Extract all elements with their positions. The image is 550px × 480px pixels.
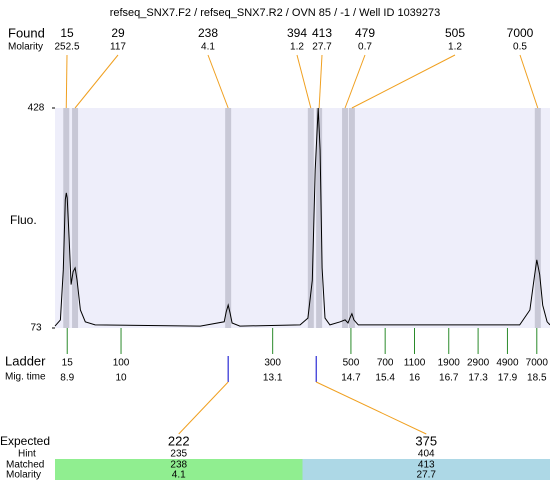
peak-band: [307, 108, 314, 328]
ladder-size: 4900: [496, 358, 519, 369]
hint-size: 235: [170, 449, 187, 460]
ladder-time: 13.1: [263, 373, 283, 384]
peak-band: [63, 108, 70, 328]
expected-connector: [178, 381, 229, 435]
found-molarity: 4.1: [201, 42, 215, 53]
ladder-size: 300: [264, 358, 281, 369]
peak-connector: [344, 54, 366, 109]
peak-band: [72, 108, 79, 328]
found-size: 238: [198, 26, 218, 40]
found-molarity: 1.2: [448, 42, 462, 53]
matched-size: 413: [418, 460, 435, 471]
matched-band: [302, 459, 550, 480]
ladder-size: 700: [377, 358, 394, 369]
hint-size: 404: [418, 449, 435, 460]
found-size: 15: [60, 26, 74, 40]
ladder-time: 15.4: [375, 373, 395, 384]
y-tick-label: 428: [28, 103, 45, 114]
matched-molarity: 27.7: [417, 470, 437, 480]
found-size: 479: [355, 26, 375, 40]
expected-connector: [315, 381, 427, 435]
matched-size: 238: [170, 460, 187, 471]
ladder-time: 18.5: [527, 373, 547, 384]
ladder-time: 17.3: [468, 373, 488, 384]
ladder-size: 2900: [467, 358, 490, 369]
matched-molarity: 4.1: [172, 470, 186, 480]
peak-connector: [74, 54, 119, 109]
found-molarity: 252.5: [54, 42, 79, 53]
plot-area: [55, 108, 550, 328]
trace: [54, 107, 550, 327]
peak-band: [316, 108, 323, 328]
found-molarity: 117: [110, 42, 126, 53]
peak-band: [534, 108, 541, 328]
y-axis-label: Fluo.: [10, 213, 37, 227]
found-size: 413: [312, 26, 332, 40]
ladder-size: 1900: [438, 358, 461, 369]
ladder-time: 14.7: [341, 373, 361, 384]
peak-connector: [318, 54, 323, 109]
found-size: 7000: [507, 26, 534, 40]
peak-connector: [519, 54, 539, 109]
title: refseq_SNX7.F2 / refseq_SNX7.R2 / OVN 85…: [110, 7, 441, 19]
peak-connector: [351, 54, 456, 109]
peak-band: [342, 108, 349, 328]
hint-label: Hint: [18, 449, 36, 460]
y-tick-label: 73: [30, 323, 42, 334]
ladder-label: Ladder: [5, 353, 46, 368]
ladder-time: 10: [115, 373, 127, 384]
matched-band: [55, 459, 303, 480]
expected-size: 375: [415, 433, 437, 448]
matched-label: Matched: [6, 460, 44, 471]
found-molarity: 0.7: [358, 42, 372, 53]
ladder-size: 500: [343, 358, 360, 369]
ladder-size: 1100: [404, 358, 426, 369]
found-molarity: 0.5: [513, 42, 527, 53]
peak-band: [348, 108, 355, 328]
peak-connector: [207, 54, 229, 109]
ladder-size: 7000: [526, 358, 549, 369]
found-molarity: 1.2: [290, 42, 304, 53]
found-molarity: 27.7: [312, 42, 332, 53]
peak-connector: [65, 54, 68, 109]
peak-band: [225, 108, 232, 328]
ladder-time: 17.9: [498, 373, 518, 384]
mig-time-label: Mig. time: [5, 372, 46, 383]
molarity-row-label: Molarity: [6, 470, 41, 480]
expected-label: Expected: [0, 434, 50, 448]
ladder-size: 15: [62, 358, 74, 369]
peak-connector: [296, 54, 312, 109]
ladder-time: 16.7: [439, 373, 459, 384]
found-size: 505: [445, 26, 465, 40]
found-size: 29: [111, 26, 125, 40]
found-label: Found: [8, 25, 45, 40]
found-size: 394: [287, 26, 307, 40]
ladder-size: 100: [113, 358, 130, 369]
ladder-time: 16: [409, 373, 421, 384]
expected-size: 222: [168, 433, 190, 448]
ladder-time: 8.9: [60, 373, 74, 384]
molarity-label: Molarity: [8, 42, 43, 53]
